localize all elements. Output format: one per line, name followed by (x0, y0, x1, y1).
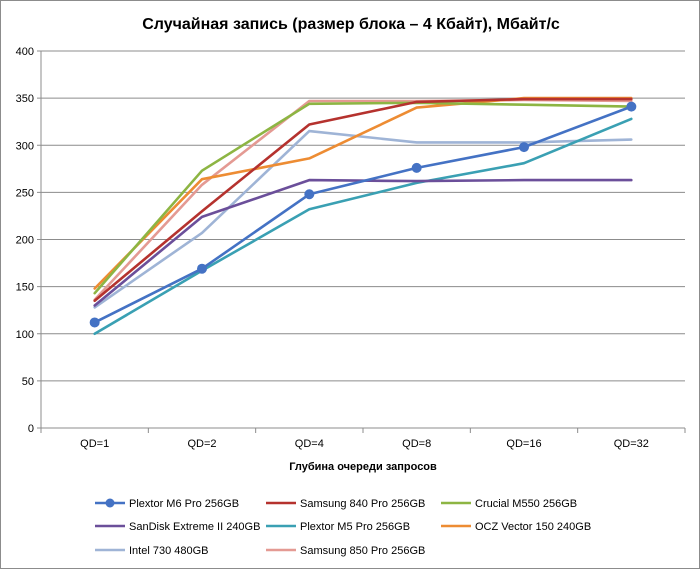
legend-item: Intel 730 480GB (95, 545, 209, 557)
x-tick-label: QD=1 (80, 438, 109, 450)
legend-label: Intel 730 480GB (129, 545, 209, 557)
legend-item: Samsung 840 Pro 256GB (266, 498, 425, 510)
x-tick-label: QD=32 (614, 438, 649, 450)
series-line-2 (93, 101, 633, 295)
y-tick-label: 400 (16, 46, 34, 58)
legend-item: OCZ Vector 150 240GB (441, 521, 591, 533)
legend-label: Plextor M6 Pro 256GB (129, 498, 239, 510)
legend-item: Plextor M5 Pro 256GB (266, 521, 410, 533)
series-line-6 (93, 129, 633, 309)
x-axis-title: Глубина очереди запросов (289, 461, 437, 473)
data-point (197, 263, 207, 274)
x-tick-label: QD=4 (295, 438, 324, 450)
legend-label: OCZ Vector 150 240GB (475, 521, 591, 533)
series-line-0 (93, 105, 633, 324)
y-tick-label: 0 (28, 423, 34, 435)
data-point (626, 101, 637, 112)
x-tick-label: QD=2 (187, 438, 216, 450)
legend-label: SanDisk Extreme II 240GB (129, 521, 260, 533)
y-tick-labels: 0 50 100 150 200 250 300 350 400 (16, 46, 34, 435)
data-point (89, 317, 100, 328)
legend-item: Crucial M550 256GB (441, 498, 577, 510)
data-point (304, 189, 315, 200)
legend-label: Plextor M5 Pro 256GB (300, 521, 410, 533)
legend-item: SanDisk Extreme II 240GB (95, 521, 260, 533)
x-tick-label: QD=16 (506, 438, 541, 450)
legend-item: Samsung 850 Pro 256GB (266, 545, 425, 557)
y-tick-label: 250 (16, 187, 34, 199)
x-tick-label: QD=8 (402, 438, 431, 450)
chart-title: Случайная запись (размер блока – 4 Кбайт… (142, 16, 560, 33)
y-tick-label: 350 (16, 93, 34, 105)
y-tick-label: 300 (16, 140, 34, 152)
series-line-4 (93, 117, 633, 336)
legend-label: Crucial M550 256GB (475, 498, 577, 510)
y-tick-label: 50 (22, 376, 34, 388)
legend-label: Samsung 840 Pro 256GB (300, 498, 425, 510)
legend: Plextor M6 Pro 256GB Samsung 840 Pro 256G… (95, 498, 591, 557)
legend-label: Samsung 850 Pro 256GB (300, 545, 425, 557)
legend-marker (105, 498, 115, 508)
data-point (411, 162, 422, 173)
axes (37, 50, 686, 433)
legend-item: Plextor M6 Pro 256GB (95, 498, 239, 510)
x-tick-labels: QD=1 QD=2 QD=4 QD=8 QD=16 QD=32 (80, 438, 649, 450)
y-tick-label: 150 (16, 282, 34, 294)
y-tick-label: 200 (16, 235, 34, 247)
data-point (519, 142, 529, 153)
series-line-5 (93, 96, 633, 290)
y-tick-label: 100 (16, 329, 34, 341)
series-lines (89, 96, 637, 336)
series-line-1 (93, 97, 633, 303)
gridlines (41, 50, 685, 382)
